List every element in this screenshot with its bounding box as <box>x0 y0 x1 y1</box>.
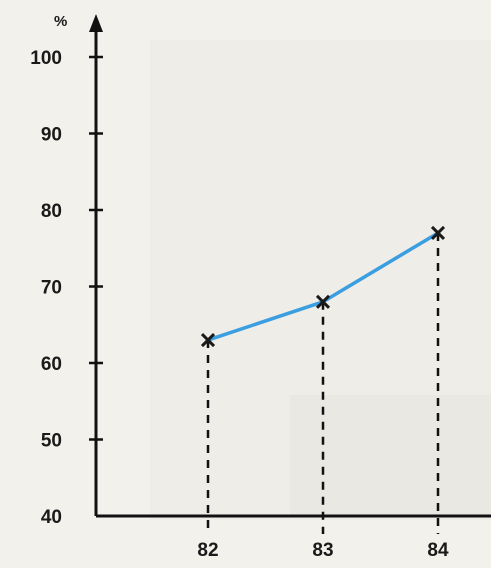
faded-page-background <box>150 40 491 520</box>
y-tick-label: 40 <box>41 507 62 528</box>
x-ticks: 82 83 84 <box>197 540 449 561</box>
y-ticks: 40 50 60 70 80 90 100 <box>30 48 103 528</box>
drop-lines <box>206 232 440 534</box>
y-tick-label: 100 <box>30 48 62 69</box>
series <box>200 225 446 348</box>
y-tick-label: 60 <box>41 354 62 375</box>
x-tick-label: 84 <box>427 540 449 561</box>
y-tick-label: 80 <box>41 201 62 222</box>
x-tick-label: 82 <box>197 540 218 561</box>
data-point <box>315 294 331 309</box>
axes: % <box>54 13 491 518</box>
point-marker-stroke <box>315 294 331 309</box>
y-axis-unit-label: % <box>54 13 67 30</box>
data-point <box>430 225 446 241</box>
point-marker-stroke <box>430 225 446 241</box>
y-tick-label: 90 <box>41 125 62 146</box>
x-tick-label: 83 <box>312 540 333 561</box>
y-tick-label: 50 <box>41 431 62 452</box>
y-tick-label: 70 <box>41 278 62 299</box>
y-axis-arrow-icon <box>89 14 103 32</box>
data-point <box>200 332 216 348</box>
point-marker-stroke <box>200 332 216 348</box>
